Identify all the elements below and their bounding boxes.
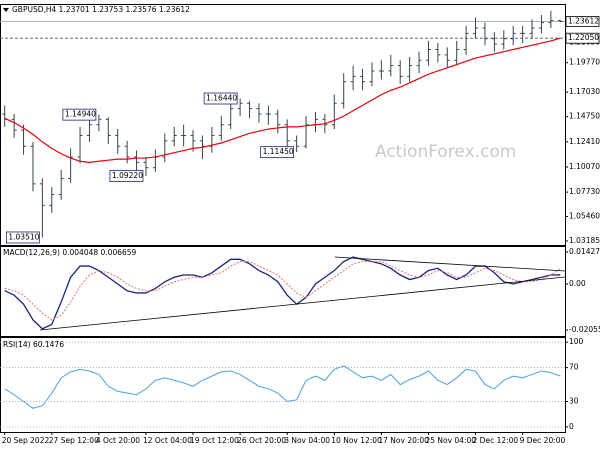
y-tick-label: 1.03185 — [569, 236, 600, 245]
y-tick-label: 30 — [569, 397, 579, 406]
y-tick-label: 1.12410 — [569, 137, 600, 146]
price-panel — [0, 4, 566, 246]
menu-arrow — [3, 8, 9, 12]
x-tick-label: 27 Sep 12:00 — [49, 436, 99, 445]
y-tick-label: 1.07730 — [569, 187, 600, 196]
chart-title: GBPUSD,H4 1.23701 1.23753 1.23576 1.2361… — [12, 5, 190, 14]
annotation-label: 1.11450 — [263, 147, 294, 156]
annotation-box — [5, 231, 40, 244]
macd-line — [4, 261, 561, 321]
macd-line — [4, 256, 561, 330]
x-tick-label: 4 Oct 20:00 — [96, 436, 140, 445]
annotation-label: 1.14940 — [65, 110, 96, 119]
plot-layer: 1.216501.197701.170301.147501.124101.100… — [0, 10, 600, 445]
annotation-box — [260, 146, 295, 159]
y-tick-label: 0 — [569, 422, 574, 431]
annotation-box — [62, 108, 97, 121]
x-tick-label: 10 Nov 12:00 — [331, 436, 382, 445]
y-tick-label: 0.014278 — [569, 247, 600, 256]
x-tick-label: 26 Oct 20:00 — [237, 436, 286, 445]
x-tick-label: 19 Oct 12:00 — [190, 436, 239, 445]
y-tick-label: 100 — [569, 337, 584, 346]
y-tick-label: 1.05460 — [569, 212, 600, 221]
y-tick-label: 0.00 — [569, 279, 586, 288]
annotation-box — [203, 92, 238, 105]
moving-average — [4, 37, 561, 163]
annotation-box — [109, 170, 144, 183]
macd-panel — [0, 246, 566, 337]
last-price-box — [565, 16, 600, 27]
trendline — [334, 256, 566, 272]
y-tick-label: 70 — [569, 363, 579, 372]
x-tick-label: 9 Dec 20:00 — [520, 436, 566, 445]
watermark: ActionForex.com — [375, 142, 516, 162]
annotation-label: 1.09220 — [112, 171, 143, 180]
y-tick-label: 1.17030 — [569, 87, 600, 96]
last-price-label: 1.23612 — [568, 16, 599, 25]
x-tick-label: 25 Nov 04:00 — [425, 436, 476, 445]
level-price-box — [565, 32, 600, 44]
y-tick-label: 1.10070 — [569, 162, 600, 171]
rsi-panel — [0, 337, 566, 433]
y-tick-label: -0.020556 — [569, 325, 600, 334]
rsi-line — [4, 365, 561, 409]
x-tick-label: 3 Nov 04:00 — [284, 436, 330, 445]
trendline — [39, 276, 566, 331]
y-tick-label: 1.19770 — [569, 58, 600, 67]
x-tick-label: 2 Dec 12:00 — [473, 436, 519, 445]
x-tick-label: 20 Sep 2022 — [2, 436, 50, 445]
x-tick-label: 12 Oct 04:00 — [143, 436, 192, 445]
annotation-label: 1.03510 — [8, 232, 39, 241]
macd-title: MACD(12,26,9) 0.004048 0.006659 — [3, 248, 137, 257]
x-tick-label: 17 Nov 20:00 — [378, 436, 429, 445]
annotation-label: 1.16440 — [206, 94, 237, 103]
level-price-label: 1.22050 — [568, 33, 599, 42]
y-tick-label: 1.14750 — [569, 112, 600, 121]
rsi-title: RSI(14) 60.1476 — [3, 340, 64, 349]
